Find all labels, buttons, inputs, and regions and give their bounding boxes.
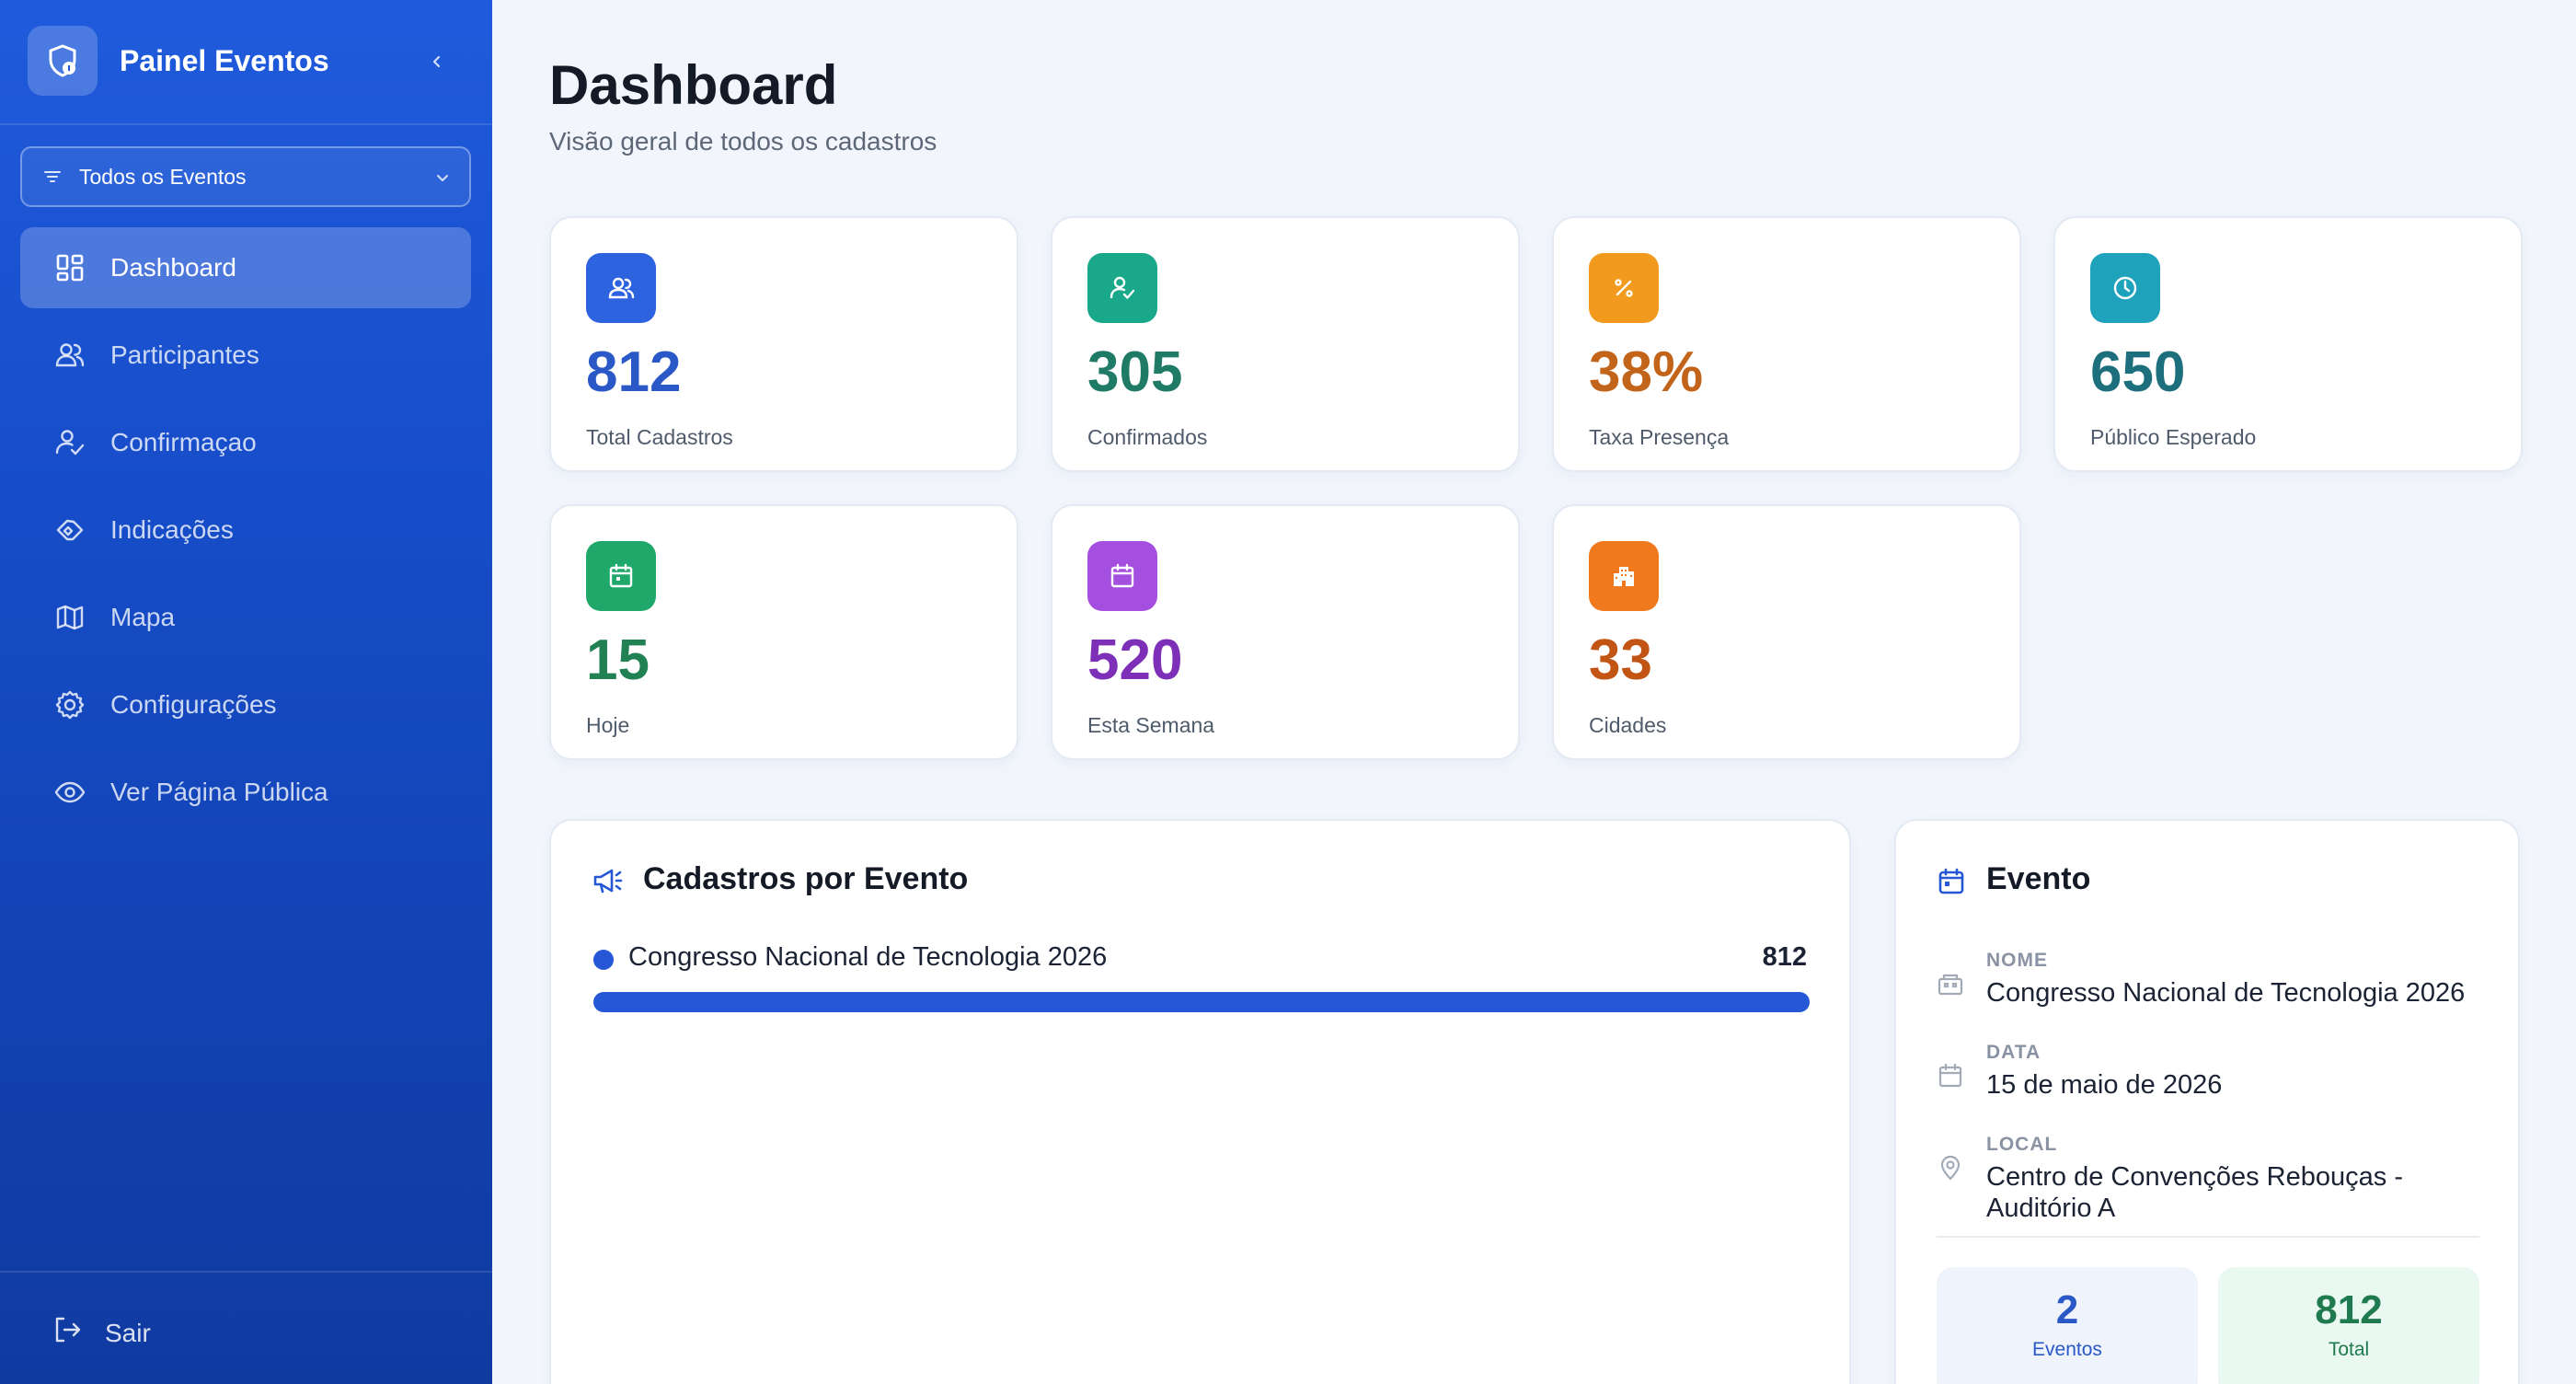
sidebar-item-indicacoes[interactable]: Indicações (20, 490, 471, 571)
sidebar-item-participantes[interactable]: Participantes (20, 315, 471, 396)
sidebar-item-label: Dashboard (110, 253, 236, 282)
sidebar-nav: Dashboard Participantes Confirmaçao Indi… (20, 227, 471, 839)
stat-value: 38% (1589, 340, 1704, 404)
building-icon (1589, 541, 1659, 611)
sidebar-item-label: Configurações (110, 690, 277, 719)
gear-icon (52, 686, 88, 723)
handshake-icon (52, 512, 88, 548)
stat-card-publico-esperado[interactable]: 650 Público Esperado (2053, 216, 2523, 472)
users-icon (586, 253, 656, 323)
sidebar-item-label: Ver Página Pública (110, 778, 328, 806)
field-value: Congresso Nacional de Tecnologia 2026 (1986, 978, 2466, 1008)
user-check-icon (1087, 253, 1157, 323)
event-filter-select[interactable]: Todos os Eventos (20, 146, 471, 207)
shield-icon (28, 26, 98, 96)
summary-card-eventos: 2 Eventos (1937, 1267, 2198, 1384)
filter-icon (44, 171, 61, 182)
event-bar-label: Congresso Nacional de Tecnologia 2026 (628, 942, 1108, 972)
panel-title: Cadastros por Evento (643, 861, 969, 896)
sidebar-divider (0, 123, 492, 125)
stat-value: 33 (1589, 629, 1652, 692)
divider (1937, 1236, 2479, 1238)
evento-panel: Evento NOME Congresso Nacional de Tecnol… (1894, 819, 2520, 1384)
stat-card-hoje[interactable]: 15 Hoje (549, 504, 1018, 760)
sidebar-item-configuracoes[interactable]: Configurações (20, 664, 471, 745)
event-field-nome: NOME Congresso Nacional de Tecnologia 20… (1937, 950, 2489, 1023)
field-value: 15 de maio de 2026 (1986, 1070, 2223, 1100)
cadastros-por-evento-panel: Cadastros por Evento Congresso Nacional … (549, 819, 1851, 1384)
legend-dot (593, 950, 614, 970)
sidebar-divider (0, 1271, 492, 1273)
clock-icon (2090, 253, 2160, 323)
chevron-left-icon (432, 55, 441, 68)
calendar-icon (1937, 1062, 1964, 1094)
summary-label: Total (2328, 1339, 2370, 1360)
logout-button[interactable]: Sair (52, 1314, 151, 1352)
collapse-sidebar-button[interactable] (421, 46, 453, 77)
field-key: NOME (1986, 950, 2048, 971)
field-key: LOCAL (1986, 1134, 2058, 1155)
sidebar-item-label: Indicações (110, 515, 234, 544)
event-field-local: LOCAL Centro de Convenções Rebouças - Au… (1937, 1134, 2489, 1226)
summary-label: Eventos (2032, 1339, 2102, 1360)
sidebar-item-label: Participantes (110, 340, 259, 369)
stat-card-cidades[interactable]: 33 Cidades (1552, 504, 2021, 760)
sidebar-item-confirmacao[interactable]: Confirmaçao (20, 402, 471, 483)
map-pin-icon (1937, 1154, 1964, 1186)
summary-value: 2 (2055, 1287, 2079, 1332)
stat-label: Confirmados (1087, 425, 1208, 449)
stat-value: 520 (1087, 629, 1183, 692)
megaphone-icon (592, 867, 625, 899)
stat-card-confirmados[interactable]: 305 Confirmados (1051, 216, 1520, 472)
stat-label: Hoje (586, 713, 630, 737)
users-icon (52, 337, 88, 374)
panel-title: Evento (1986, 861, 2091, 896)
building-icon (1937, 970, 1964, 1002)
stat-value: 650 (2090, 340, 2186, 404)
field-key: DATA (1986, 1042, 2041, 1063)
stat-label: Total Cadastros (586, 425, 733, 449)
map-icon (52, 599, 88, 636)
logout-icon (52, 1314, 83, 1352)
stat-label: Taxa Presença (1589, 425, 1730, 449)
stat-value: 812 (586, 340, 682, 404)
main-content: Dashboard Visão geral de todos os cadast… (492, 0, 2576, 1384)
app-title: Painel Eventos (120, 43, 329, 77)
sidebar-item-label: Mapa (110, 603, 176, 631)
stat-label: Cidades (1589, 713, 1667, 737)
page-title: Dashboard (549, 54, 838, 116)
event-field-data: DATA 15 de maio de 2026 (1937, 1042, 2489, 1115)
eye-icon (52, 774, 88, 811)
event-bar-fill (593, 992, 1810, 1012)
calendar-icon (586, 541, 656, 611)
stat-card-taxa-presenca[interactable]: 38% Taxa Presença (1552, 216, 2021, 472)
field-value: Centro de Convenções Rebouças - Auditóri… (1986, 1162, 2403, 1223)
percent-icon (1589, 253, 1659, 323)
summary-value: 812 (2315, 1287, 2383, 1332)
stat-label: Esta Semana (1087, 713, 1215, 737)
sidebar-item-pagina-publica[interactable]: Ver Página Pública (20, 752, 471, 833)
sidebar: Painel Eventos Todos os Eventos Dashboar… (0, 0, 492, 1384)
sidebar-item-dashboard[interactable]: Dashboard (20, 227, 471, 308)
event-bar-value: 812 (1762, 942, 1807, 972)
stat-label: Público Esperado (2090, 425, 2257, 449)
user-check-icon (52, 424, 88, 461)
event-bar-track (593, 992, 1810, 1012)
stat-card-esta-semana[interactable]: 520 Esta Semana (1051, 504, 1520, 760)
event-filter-value: Todos os Eventos (79, 164, 247, 189)
summary-card-total: 812 Total (2218, 1267, 2479, 1384)
logout-label: Sair (105, 1318, 151, 1347)
stat-value: 305 (1087, 340, 1183, 404)
page-subtitle: Visão geral de todos os cadastros (549, 127, 937, 156)
brand[interactable]: Painel Eventos (28, 26, 329, 96)
stat-card-total-cadastros[interactable]: 812 Total Cadastros (549, 216, 1018, 472)
sidebar-item-label: Confirmaçao (110, 428, 257, 456)
stat-value: 15 (586, 629, 650, 692)
sidebar-item-mapa[interactable]: Mapa (20, 577, 471, 658)
dashboard-icon (52, 249, 88, 286)
calendar-icon (1087, 541, 1157, 611)
calendar-icon (1937, 867, 1966, 901)
chevron-down-icon (437, 175, 448, 181)
